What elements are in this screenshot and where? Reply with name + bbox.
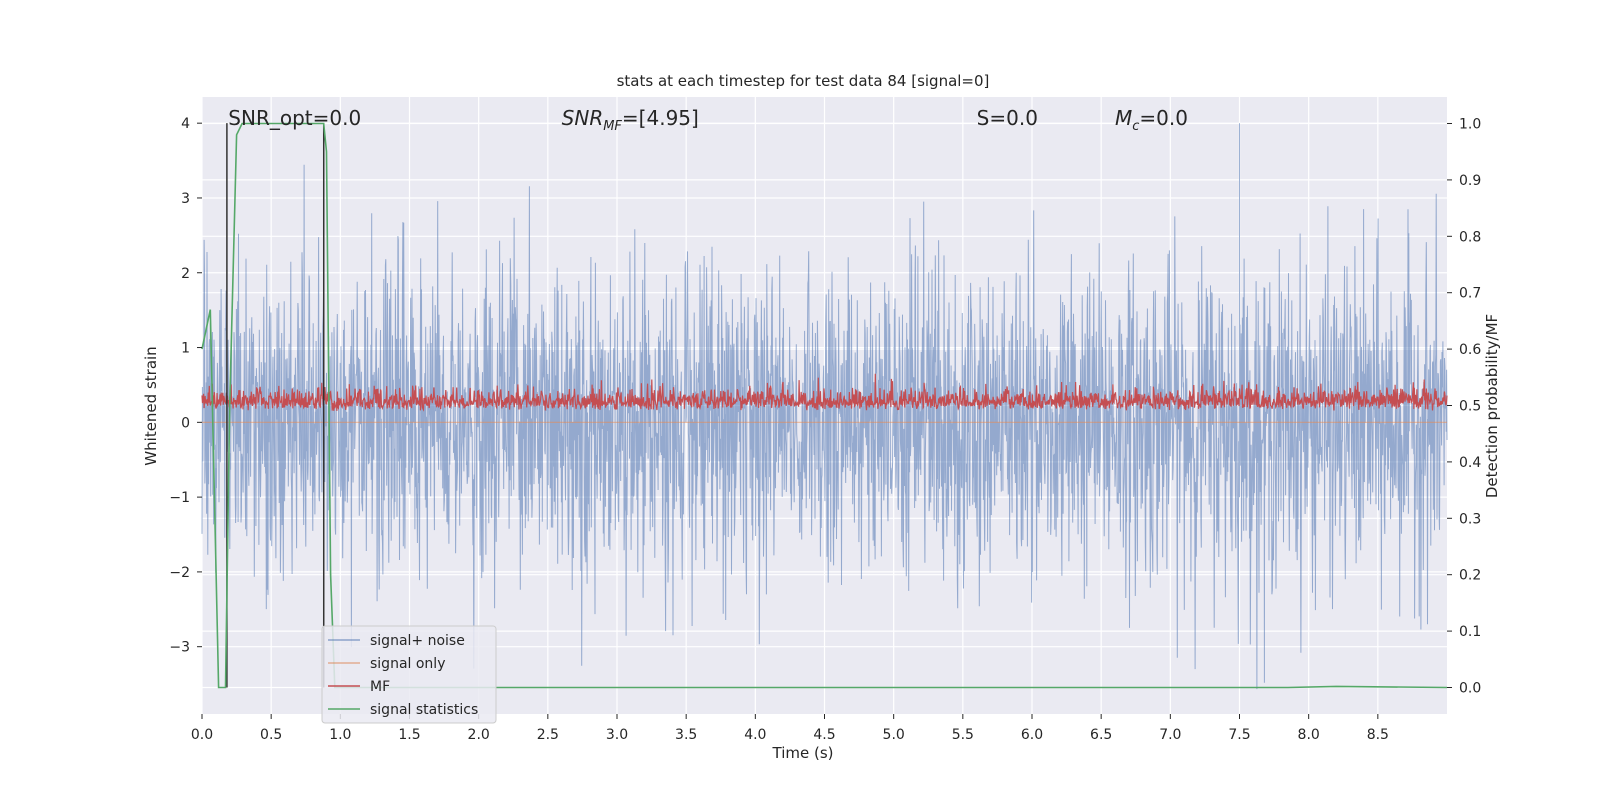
y-tick-label-5: 2	[181, 266, 190, 282]
x-tick-label-1: 0.5	[260, 727, 282, 743]
x-tick-label-8: 4.0	[744, 727, 766, 743]
y2-tick-label-9: 0.9	[1459, 173, 1481, 189]
chart-title: stats at each timestep for test data 84 …	[617, 72, 990, 90]
legend-label-signal-only: signal only	[370, 656, 445, 672]
y2-tick-label-6: 0.6	[1459, 342, 1481, 358]
y2-tick-label-0: 0.0	[1459, 680, 1481, 696]
y2-axis-label: Detection probability/MF	[1483, 314, 1501, 498]
x-tick-label-5: 2.5	[537, 727, 559, 743]
x-tick-label-0: 0.0	[191, 727, 213, 743]
legend: signal+ noise signal only MF signal stat…	[321, 625, 497, 724]
y-tick-label-1: −2	[169, 565, 190, 581]
x-tick-label-16: 8.0	[1298, 727, 1320, 743]
y2-axis-ticks: 0.0 0.1 0.2 0.3 0.4 0.5 0.6 0.7 0.8 0.9 1.0	[1447, 117, 1481, 696]
y-tick-label-6: 3	[181, 191, 190, 207]
y-tick-label-3: 0	[181, 415, 190, 431]
x-tick-label-13: 6.5	[1090, 727, 1112, 743]
x-tick-label-11: 5.5	[952, 727, 974, 743]
legend-label-signal-statistics: signal statistics	[370, 702, 478, 718]
annotation-2: S=0.0	[977, 106, 1038, 130]
y2-tick-label-1: 0.1	[1459, 624, 1481, 640]
line-mf	[201, 373, 1448, 412]
x-tick-label-2: 1.0	[329, 727, 351, 743]
line-signal-noise	[201, 123, 1448, 690]
y-tick-label-7: 4	[181, 116, 190, 132]
line-signal-statistics	[201, 122, 1448, 689]
x-axis-ticks: 0.0 0.5 1.0 1.5 2.0 2.5 3.0 3.5 4.0 4.5 5.0 5.5 6.0 6…	[191, 714, 1389, 743]
y-tick-label-2: −1	[169, 490, 190, 506]
series-mf	[201, 373, 1448, 412]
annotation-0: SNR_opt=0.0	[228, 106, 361, 130]
x-tick-label-15: 7.5	[1228, 727, 1250, 743]
x-tick-label-7: 3.5	[675, 727, 697, 743]
annotation-1: SNRMF=[4.95]	[562, 106, 699, 134]
x-tick-label-6: 3.0	[606, 727, 628, 743]
x-tick-label-14: 7.0	[1159, 727, 1181, 743]
y2-tick-label-5: 0.5	[1459, 399, 1481, 415]
x-tick-label-17: 8.5	[1367, 727, 1389, 743]
y2-tick-label-3: 0.3	[1459, 511, 1481, 527]
x-tick-label-4: 2.0	[468, 727, 490, 743]
annotations: SNR_opt=0.0 SNRMF=[4.95] S=0.0 Mc=0.0	[228, 106, 1188, 134]
y2-tick-label-2: 0.2	[1459, 568, 1481, 584]
y-axis-ticks: −3 −2 −1 0 1 2 3 4	[169, 116, 202, 656]
legend-label-mf: MF	[370, 679, 390, 695]
x-tick-label-9: 4.5	[813, 727, 835, 743]
x-tick-label-10: 5.0	[883, 727, 905, 743]
y2-tick-label-8: 0.8	[1459, 229, 1481, 245]
x-tick-label-3: 1.5	[398, 727, 420, 743]
legend-box	[321, 625, 497, 724]
annotation-3: Mc=0.0	[1115, 106, 1188, 134]
x-axis-label: Time (s)	[772, 744, 834, 762]
series-signal-statistics	[201, 122, 1448, 689]
series-signal-noise	[201, 123, 1448, 690]
y-tick-label-4: 1	[181, 341, 190, 357]
y2-tick-label-4: 0.4	[1459, 455, 1481, 471]
y2-tick-label-10: 1.0	[1459, 117, 1481, 133]
y-tick-label-0: −3	[169, 640, 190, 656]
x-tick-label-12: 6.0	[1021, 727, 1043, 743]
y-axis-label: Whitened strain	[142, 346, 160, 465]
legend-label-signal-noise: signal+ noise	[370, 633, 465, 649]
y2-tick-label-7: 0.7	[1459, 286, 1481, 302]
